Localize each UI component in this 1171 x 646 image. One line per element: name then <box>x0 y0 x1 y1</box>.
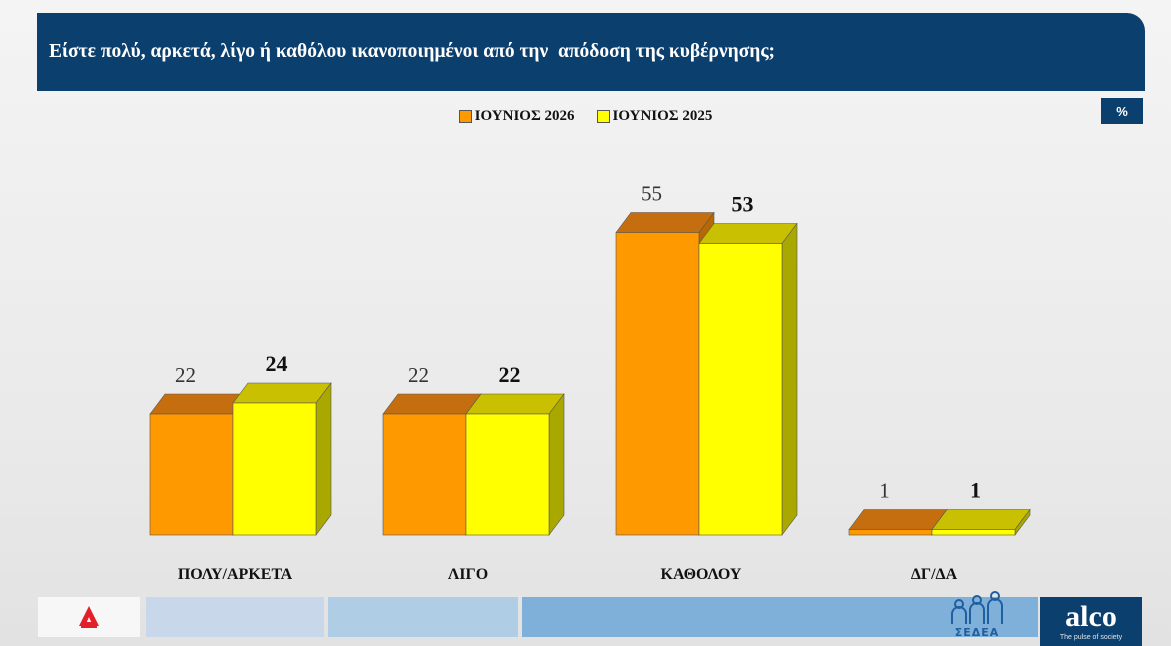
bar-1-1 <box>465 413 550 536</box>
legend-item-2026: ΙΟΥΝΙΟΣ 2026 <box>458 108 575 125</box>
sedea-label: ΣΕΔΕΑ <box>954 626 1000 639</box>
bar-side-1-2 <box>781 222 798 536</box>
bar-top-0-3 <box>848 509 948 530</box>
legend-swatch-2026 <box>458 110 472 123</box>
alco-tagline: The pulse of society <box>1059 634 1123 641</box>
bar-1-3 <box>931 529 1016 536</box>
bar-1-0 <box>232 402 317 536</box>
bar-0-1 <box>382 413 467 536</box>
value-label-0-0: 22 <box>175 363 196 387</box>
title-banner: Είστε πολύ, αρκετά, λίγο ή καθόλου ικανο… <box>37 13 1145 91</box>
bar-side-1-1 <box>548 393 565 536</box>
sedea-logo: ΣΕΔΕΑ <box>944 590 1010 646</box>
bar-side-1-0 <box>315 382 332 536</box>
bar-top-1-2 <box>698 223 798 244</box>
bar-top-1-3 <box>931 509 1031 530</box>
value-label-0-3: 1 <box>879 479 890 503</box>
alpha-logo-icon <box>79 606 99 628</box>
value-label-1-1: 22 <box>499 362 521 387</box>
bar-top-1-0 <box>232 382 332 404</box>
bar-0-2 <box>615 232 700 536</box>
category-label-2: ΚΑΘΟΛΟΥ <box>661 566 742 583</box>
legend-label-2026: ΙΟΥΝΙΟΣ 2026 <box>474 108 575 124</box>
bar-top-1-1 <box>465 393 565 415</box>
legend-swatch-2025 <box>596 110 610 123</box>
legend-label-2025: ΙΟΥΝΙΟΣ 2025 <box>612 108 713 124</box>
category-label-3: ΔΓ/ΔΑ <box>911 566 958 583</box>
value-label-0-2: 55 <box>641 182 662 206</box>
value-label-1-2: 53 <box>732 192 754 217</box>
chart-legend: ΙΟΥΝΙΟΣ 2026 ΙΟΥΝΙΟΣ 2025 <box>0 108 1171 125</box>
category-label-1: ΛΙΓΟ <box>448 566 488 583</box>
category-label-0: ΠΟΛΥ/ΑΡΚΕΤΑ <box>178 566 293 583</box>
alco-logo: alco The pulse of society <box>1040 597 1142 646</box>
people-icon <box>951 591 1003 624</box>
footer-strip-1 <box>146 597 324 637</box>
value-label-1-0: 24 <box>266 351 288 376</box>
bar-top-0-1 <box>382 393 482 415</box>
value-label-1-3: 1 <box>970 478 981 503</box>
bar-1-2 <box>698 243 783 536</box>
footer-strip-2 <box>328 597 518 637</box>
bar-top-0-2 <box>615 212 715 233</box>
bar-0-0 <box>149 413 234 536</box>
value-label-0-1: 22 <box>408 363 429 387</box>
alpha-news-logo <box>38 597 140 637</box>
legend-item-2025: ΙΟΥΝΙΟΣ 2025 <box>596 108 713 125</box>
bar-0-3 <box>848 529 933 536</box>
alco-label: alco <box>1065 600 1117 633</box>
chart-title: Είστε πολύ, αρκετά, λίγο ή καθόλου ικανο… <box>49 41 776 62</box>
percent-badge: % <box>1101 98 1143 124</box>
